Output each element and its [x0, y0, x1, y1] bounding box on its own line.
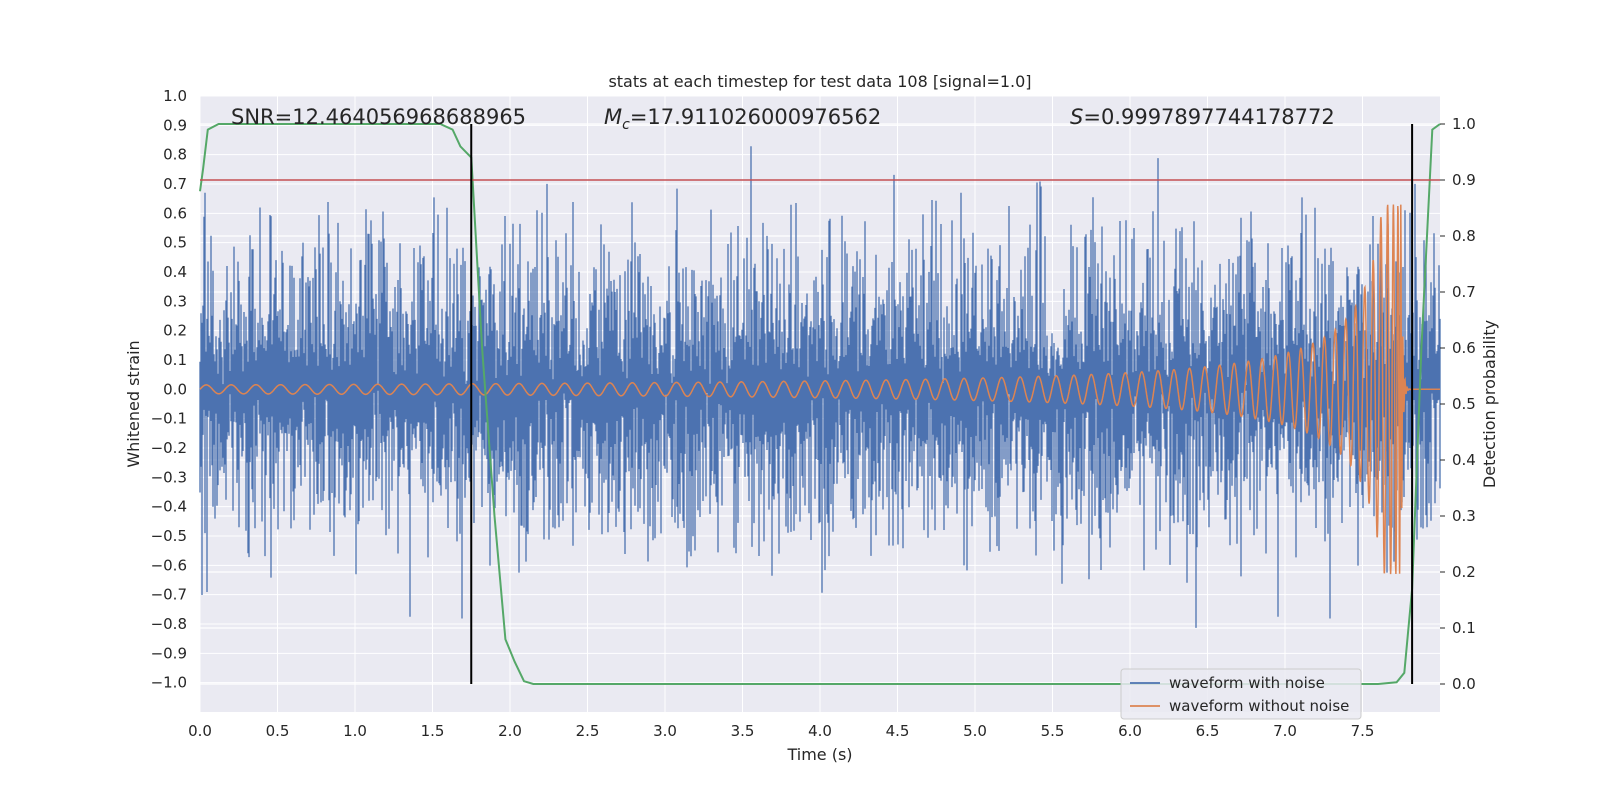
y-tick-label: 0.7 — [163, 175, 187, 193]
y2-tick-label: 1.0 — [1452, 115, 1476, 133]
x-tick-label: 6.0 — [1118, 722, 1142, 740]
y2-tick-label: 0.1 — [1452, 619, 1476, 637]
y-tick-label: −0.9 — [151, 644, 187, 662]
chart-title: stats at each timestep for test data 108… — [608, 72, 1031, 91]
y-tick-label: 0.6 — [163, 204, 187, 222]
y-axis-label: Whitened strain — [124, 340, 143, 467]
y-tick-label: −0.2 — [151, 439, 187, 457]
legend-label-clean: waveform without noise — [1169, 697, 1349, 715]
y-tick-label: 0.4 — [163, 263, 187, 281]
y2-axis-label: Detection probability — [1480, 320, 1499, 488]
x-tick-label: 5.5 — [1041, 722, 1065, 740]
x-tick-label: 1.5 — [421, 722, 445, 740]
y2-tick-label: 0.4 — [1452, 451, 1476, 469]
y-tick-label: 0.2 — [163, 322, 187, 340]
x-tick-label: 3.0 — [653, 722, 677, 740]
x-tick-label: 2.5 — [576, 722, 600, 740]
y-tick-label: −0.1 — [151, 410, 187, 428]
series-waveform-without-noise — [199, 204, 1440, 575]
y-tick-label: −0.5 — [151, 527, 187, 545]
y-tick-label: 1.0 — [163, 87, 187, 105]
y-axis-ticks: 1.0 0.9 0.8 0.7 0.6 0.5 0.4 0.3 0.2 0.1 0.0 −0.1 −0.… — [151, 87, 187, 692]
x-tick-label: 5.0 — [963, 722, 987, 740]
legend: waveform with noise waveform without noi… — [1120, 668, 1362, 720]
x-axis-label: Time (s) — [786, 745, 852, 764]
y-tick-label: −0.8 — [151, 615, 187, 633]
chirp-mass-subscript: c — [622, 117, 630, 133]
y-tick-label: −0.7 — [151, 586, 187, 604]
clean-waveform-line — [199, 204, 1440, 575]
x-tick-label: 3.5 — [731, 722, 755, 740]
x-tick-label: 4.0 — [808, 722, 832, 740]
y2-tick-label: 0.6 — [1452, 339, 1476, 357]
x-tick-label: 0.5 — [266, 722, 290, 740]
y2-tick-label: 0.0 — [1452, 675, 1476, 693]
vertical-markers — [200, 124, 1440, 684]
legend-label-noise: waveform with noise — [1169, 674, 1325, 692]
y-tick-label: −1.0 — [151, 674, 187, 692]
x-tick-label: 2.0 — [498, 722, 522, 740]
detection-probability-line — [199, 123, 1441, 685]
x-tick-label: 1.0 — [343, 722, 367, 740]
x-tick-label: 0.0 — [188, 722, 212, 740]
chirp-mass-value: =17.911026000976562 — [630, 105, 881, 129]
y2-tick-label: 0.9 — [1452, 171, 1476, 189]
score-annotation: S=0.9997897744178772 — [1070, 105, 1335, 129]
y-tick-label: −0.3 — [151, 468, 187, 486]
y2-tick-label: 0.2 — [1452, 563, 1476, 581]
x-tick-label: 7.0 — [1273, 722, 1297, 740]
y-tick-label: 0.3 — [163, 292, 187, 310]
snr-annotation: SNR=12.464056968688965 — [231, 105, 526, 129]
y-tick-label: 0.8 — [163, 146, 187, 164]
x-tick-label: 7.5 — [1351, 722, 1375, 740]
y-tick-label: 0.5 — [163, 234, 187, 252]
score-value: =0.9997897744178772 — [1083, 105, 1334, 129]
y-tick-label: 0.9 — [163, 116, 187, 134]
series-detection-probability — [199, 123, 1441, 685]
chirp-mass-symbol: M — [604, 105, 622, 129]
y2-tick-label: 0.5 — [1452, 395, 1476, 413]
x-tick-label: 4.5 — [886, 722, 910, 740]
chirp-mass-annotation: Mc=17.911026000976562 — [604, 105, 881, 133]
score-symbol: S — [1070, 105, 1083, 129]
x-tick-label: 6.5 — [1196, 722, 1220, 740]
y2-tick-label: 0.7 — [1452, 283, 1476, 301]
legend-box — [1120, 668, 1362, 720]
y-tick-label: −0.6 — [151, 556, 187, 574]
y2-tick-label: 0.8 — [1452, 227, 1476, 245]
y-tick-label: 0.0 — [163, 380, 187, 398]
x-axis-ticks: 0.0 0.5 1.0 1.5 2.0 2.5 3.0 3.5 4.0 4.5 5.0 5.5 6.0 6… — [188, 722, 1374, 740]
y2-axis-ticks: 1.0 0.9 0.8 0.7 0.6 0.5 0.4 0.3 0.2 0.1 0.0 — [1440, 115, 1476, 693]
y-tick-label: 0.1 — [163, 351, 187, 369]
y-tick-label: −0.4 — [151, 498, 187, 516]
y2-tick-label: 0.3 — [1452, 507, 1476, 525]
